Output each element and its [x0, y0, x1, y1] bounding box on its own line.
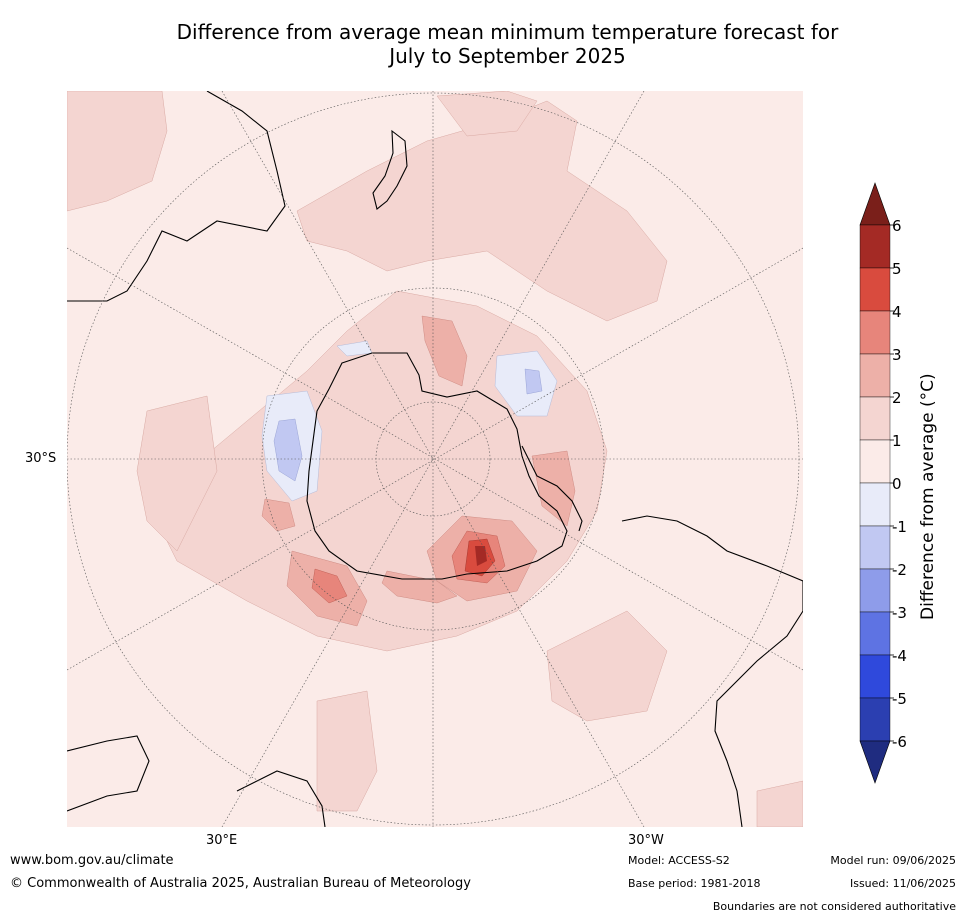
colorbar-swatch	[859, 654, 891, 699]
colorbar-label: Difference from average (°C)	[918, 373, 938, 620]
footer-model: Model: ACCESS-S2	[628, 854, 730, 867]
anomaly-region-nw	[67, 91, 168, 212]
anomaly-region-southwest	[316, 690, 378, 812]
africa-coast	[67, 735, 150, 812]
colorbar-swatch	[859, 267, 891, 312]
colorbar-swatch	[859, 439, 891, 484]
colorbar-tick-label: 1	[892, 432, 902, 450]
anomaly-region-cool-east-core	[524, 368, 543, 395]
colorbar-over-arrow	[859, 182, 891, 226]
colorbar-swatch	[859, 224, 891, 269]
colorbar-tick-label: 5	[892, 260, 902, 278]
antarctic-peninsula	[521, 445, 583, 532]
africa-south-coast	[236, 770, 326, 827]
footer-boundaries-note: Boundaries are not considered authoritat…	[712, 900, 956, 913]
footer-issued: Issued: 11/06/2025	[849, 877, 956, 890]
polar-map	[67, 91, 803, 827]
lat-label-30s: 30°S	[25, 451, 57, 466]
footer-copyright: © Commonwealth of Australia 2025, Austra…	[10, 876, 471, 891]
colorbar: 6 5 4 3 2 1 0 -1 -2 -3 -4 -5 -6	[855, 180, 965, 790]
colorbar-tick-label: -5	[892, 690, 907, 708]
meridian-line	[221, 91, 645, 827]
colorbar-swatch	[859, 611, 891, 656]
colorbar-swatch	[859, 525, 891, 570]
anomaly-region-southeast	[546, 610, 668, 722]
title-line-1: Difference from average mean minimum tem…	[176, 20, 839, 44]
footer-url: www.bom.gov.au/climate	[10, 853, 174, 868]
anomaly-neg-2-1-regions	[273, 368, 543, 482]
map-svg	[67, 91, 803, 827]
colorbar-tick-label: 6	[892, 217, 902, 235]
colorbar-tick-label: -1	[892, 518, 907, 536]
map-title: Difference from average mean minimum tem…	[0, 20, 965, 68]
meridian-line	[67, 247, 803, 671]
colorbar-swatch	[859, 310, 891, 355]
colorbar-tick-label: 2	[892, 389, 902, 407]
anomaly-region-west	[136, 395, 218, 552]
colorbar-tick-label: 3	[892, 346, 902, 364]
anomaly-region-ne	[436, 91, 538, 137]
anomaly-region-wilkes-core	[311, 568, 348, 604]
lon-label-30e: 30°E	[206, 833, 238, 848]
anomaly-region-amundsen-max	[475, 546, 487, 566]
colorbar-swatch	[859, 482, 891, 527]
colorbar-swatch	[859, 396, 891, 441]
colorbar-swatch	[859, 353, 891, 398]
colorbar-tick-label: -6	[892, 733, 907, 751]
colorbar-tick-label: 4	[892, 303, 902, 321]
footer-model-run: Model run: 09/06/2025	[830, 854, 956, 867]
colorbar-tick-label: -2	[892, 561, 907, 579]
coastlines	[67, 91, 803, 827]
colorbar-swatch	[859, 697, 891, 742]
lon-label-30w: 30°W	[628, 833, 664, 848]
anomaly-region-dml	[261, 498, 296, 532]
footer-base-period: Base period: 1981-2018	[628, 877, 761, 890]
anomaly-5-6-regions	[475, 546, 487, 566]
colorbar-tick-label: -3	[892, 604, 907, 622]
colorbar-swatch	[859, 568, 891, 613]
australia-coast	[67, 91, 286, 302]
colorbar-tick-label: 0	[892, 475, 902, 493]
colorbar-under-arrow	[859, 740, 891, 784]
colorbar-svg: 6 5 4 3 2 1 0 -1 -2 -3 -4 -5 -6	[859, 182, 907, 784]
anomaly-region-se-corner	[756, 780, 803, 827]
graticule	[67, 91, 803, 827]
title-line-2: July to September 2025	[389, 44, 626, 68]
antarctica-coast	[306, 352, 568, 580]
new-zealand-coast	[372, 129, 408, 210]
anomaly-region-cool-west-core	[273, 418, 303, 482]
south-america-coast	[621, 515, 803, 827]
colorbar-tick-label: -4	[892, 647, 907, 665]
